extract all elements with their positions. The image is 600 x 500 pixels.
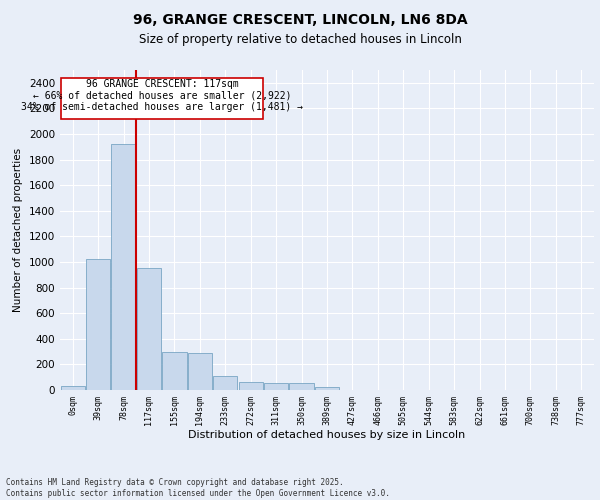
Bar [315, 387, 339, 390]
X-axis label: Distribution of detached houses by size in Lincoln: Distribution of detached houses by size … [188, 430, 466, 440]
Bar [289, 383, 314, 390]
Text: 34% of semi-detached houses are larger (1,481) →: 34% of semi-detached houses are larger (… [22, 102, 304, 112]
Text: 96 GRANGE CRESCENT: 117sqm: 96 GRANGE CRESCENT: 117sqm [86, 79, 239, 89]
Text: 96, GRANGE CRESCENT, LINCOLN, LN6 8DA: 96, GRANGE CRESCENT, LINCOLN, LN6 8DA [133, 12, 467, 26]
Text: Size of property relative to detached houses in Lincoln: Size of property relative to detached ho… [139, 32, 461, 46]
Bar [112, 144, 136, 390]
FancyBboxPatch shape [61, 78, 263, 120]
Text: Contains HM Land Registry data © Crown copyright and database right 2025.
Contai: Contains HM Land Registry data © Crown c… [6, 478, 390, 498]
Bar [86, 260, 110, 390]
Bar [264, 383, 288, 390]
Bar [163, 352, 187, 390]
Y-axis label: Number of detached properties: Number of detached properties [13, 148, 23, 312]
Bar [239, 382, 263, 390]
Bar [137, 268, 161, 390]
Bar [188, 353, 212, 390]
Bar [213, 376, 238, 390]
Text: ← 66% of detached houses are smaller (2,922): ← 66% of detached houses are smaller (2,… [33, 90, 292, 101]
Bar [61, 386, 85, 390]
